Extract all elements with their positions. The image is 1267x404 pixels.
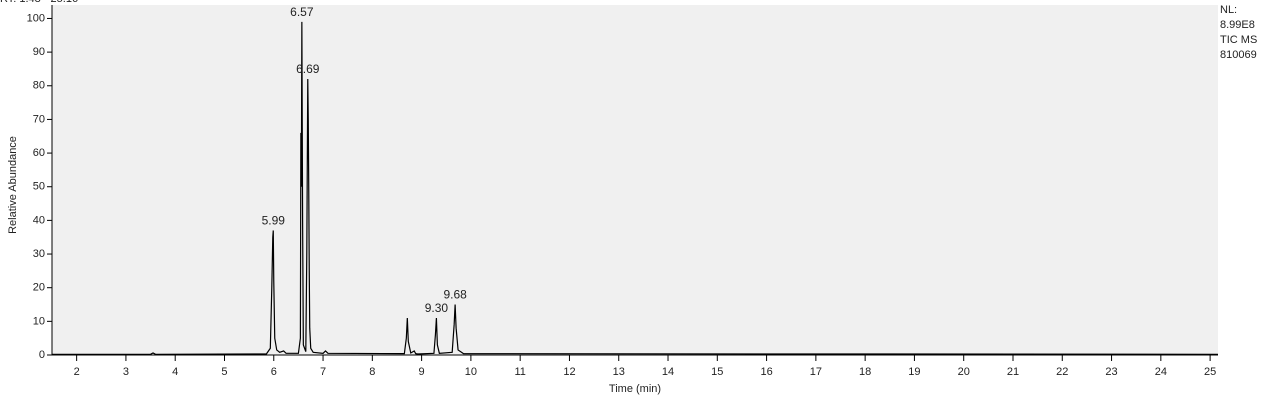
info-text: 810069 [1220,49,1257,61]
x-tick-label: 4 [172,366,178,378]
y-tick-label: 60 [33,147,45,159]
x-tick-label: 5 [221,366,227,378]
peak-label: 9.68 [443,288,467,302]
x-tick-label: 6 [271,366,277,378]
info-text: NL: [1220,4,1237,16]
x-tick-label: 21 [1007,366,1019,378]
x-tick-label: 9 [419,366,425,378]
x-tick-label: 24 [1155,366,1167,378]
peak-label: 5.99 [262,214,286,228]
x-tick-label: 23 [1105,366,1117,378]
y-tick-label: 20 [33,282,45,294]
x-tick-label: 12 [563,366,575,378]
x-axis-title: Time (min) [609,383,661,395]
info-text: TIC MS [1220,34,1257,46]
y-tick-label: 100 [27,12,45,24]
y-tick-label: 30 [33,248,45,260]
peak-label: 9.30 [425,301,449,315]
x-tick-label: 15 [711,366,723,378]
x-tick-label: 10 [465,366,477,378]
info-text: 8.99E8 [1220,19,1255,31]
y-tick-label: 0 [39,349,45,361]
x-tick-label: 13 [613,366,625,378]
y-tick-label: 70 [33,113,45,125]
x-tick-label: 16 [760,366,772,378]
peak-label: 6.69 [296,62,320,76]
plot-area [52,5,1218,355]
x-tick-label: 7 [320,366,326,378]
x-tick-label: 25 [1204,366,1216,378]
x-tick-label: 18 [859,366,871,378]
y-tick-label: 40 [33,214,45,226]
x-tick-label: 17 [810,366,822,378]
x-tick-label: 8 [369,366,375,378]
y-tick-label: 50 [33,181,45,193]
x-tick-label: 3 [123,366,129,378]
y-tick-label: 80 [33,80,45,92]
peak-label: 6.57 [290,5,314,19]
x-tick-label: 20 [958,366,970,378]
x-tick-label: 2 [74,366,80,378]
y-tick-label: 10 [33,315,45,327]
y-axis-title: Relative Abundance [7,136,19,234]
chromatogram-trace [52,21,1219,355]
y-tick-label: 90 [33,46,45,58]
x-tick-label: 19 [908,366,920,378]
x-tick-label: 11 [514,366,525,378]
range-header: RT: 1.48 - 25.16 [0,0,78,5]
x-tick-label: 22 [1056,366,1068,378]
x-tick-label: 14 [662,366,674,378]
